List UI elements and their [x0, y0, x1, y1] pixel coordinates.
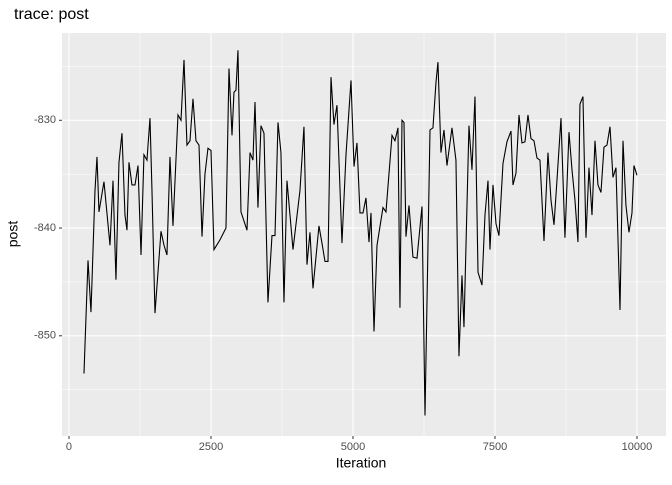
y-axis-label: post [5, 221, 21, 248]
x-tick-label: 2500 [199, 441, 223, 453]
y-tick-label: -830 [34, 114, 56, 126]
x-axis-label: Iteration [336, 455, 387, 471]
x-tick-label: 7500 [483, 441, 507, 453]
x-tick-label: 10000 [622, 441, 653, 453]
x-tick-label: 0 [66, 441, 72, 453]
y-tick-label: -850 [34, 330, 56, 342]
chart-title: trace: post [14, 6, 89, 23]
y-tick-label: -840 [34, 222, 56, 234]
line [83, 50, 638, 416]
plot [83, 50, 638, 416]
grid [62, 33, 666, 436]
x-tick-label: 5000 [341, 441, 365, 453]
